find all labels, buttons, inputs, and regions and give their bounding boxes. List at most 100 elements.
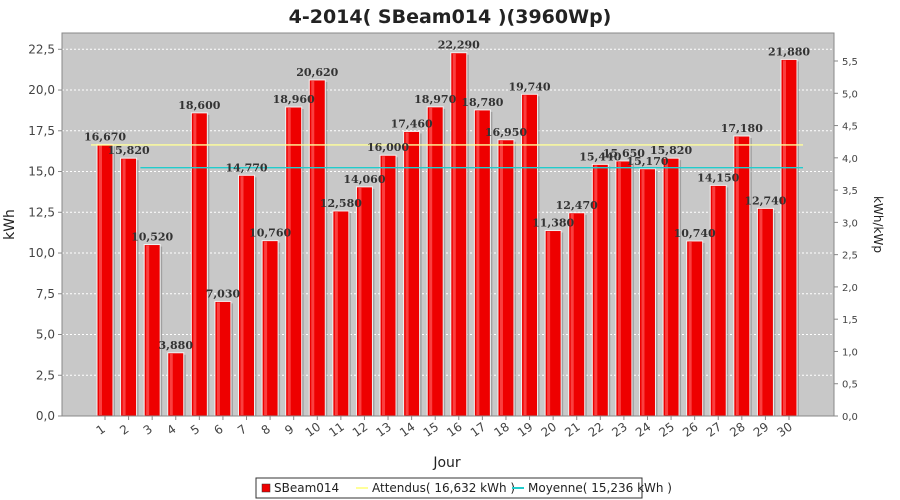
bar-highlight <box>382 156 386 415</box>
bar-highlight <box>429 107 433 416</box>
y-axis: 0,0 2,5 5,0 7,5 10,0 12,5 15,0 17,5 20,0 22,5 <box>28 33 63 423</box>
x-axis: 1 2 3 4 5 6 7 8 9 10 11 12 13 14 15 16 17 18 19 20 21 22 23 24 2… <box>62 415 834 440</box>
data-label: 12,740 <box>744 194 786 207</box>
data-label: 19,740 <box>508 80 550 93</box>
bar-highlight <box>617 161 621 415</box>
legend-entry: SBeam014 <box>274 481 339 495</box>
bar-highlight <box>735 137 739 415</box>
bar-highlight <box>759 209 763 415</box>
x-tick-label: 22 <box>586 420 607 440</box>
x-tick-label: 5 <box>188 422 202 438</box>
bar-highlight <box>688 241 692 415</box>
bar-highlight <box>641 169 645 415</box>
grid <box>62 48 834 376</box>
y2-tick-label: 5,5 <box>842 57 858 68</box>
x-tick-label: 19 <box>515 420 536 440</box>
x-tick-label: 24 <box>633 420 654 440</box>
data-label: 3,880 <box>159 339 194 352</box>
data-label: 16,670 <box>84 130 126 143</box>
data-label: 10,760 <box>249 227 291 240</box>
y-tick-label: 10,0 <box>28 246 55 260</box>
y-tick-label: 5,0 <box>36 328 55 342</box>
legend-entry: Attendus( 16,632 kWh ) <box>372 481 515 495</box>
bar-highlight <box>334 211 338 415</box>
data-label: 12,580 <box>320 197 362 210</box>
bar-highlight <box>452 53 456 415</box>
data-label: 15,650 <box>603 147 645 160</box>
legend-swatch <box>261 483 271 493</box>
bar-highlight <box>405 132 409 415</box>
data-label: 12,470 <box>556 199 598 212</box>
y-tick-label: 20,0 <box>28 83 55 97</box>
bar-highlight <box>240 176 244 415</box>
y-tick-label: 2,5 <box>36 368 55 382</box>
bar-highlight <box>264 241 268 415</box>
y2-tick-label: 0,0 <box>842 412 858 423</box>
bar-highlight <box>570 213 574 415</box>
y2-axis: 0,0 0,5 1,0 1,5 2,0 2,5 3,0 3,5 4,0 4,5 5,0 5,5 <box>833 33 858 423</box>
bar-highlight <box>193 113 197 416</box>
x-tick-label: 6 <box>211 422 225 438</box>
x-tick-label: 30 <box>774 420 795 440</box>
y2-tick-label: 3,0 <box>842 218 858 229</box>
y2-axis-label: kWh/kWp <box>871 196 885 253</box>
bar-highlight <box>122 159 126 415</box>
x-tick-label: 3 <box>141 422 155 438</box>
x-tick-label: 13 <box>373 420 394 440</box>
data-label: 18,960 <box>273 93 315 106</box>
x-tick-label: 4 <box>164 422 178 438</box>
bar-highlight <box>99 145 102 416</box>
y2-tick-label: 2,5 <box>842 251 858 262</box>
bar-highlight <box>547 231 551 415</box>
data-label: 18,780 <box>461 96 503 109</box>
x-tick-label: 1 <box>94 422 108 438</box>
x-tick-label: 18 <box>491 420 512 440</box>
x-tick-label: 16 <box>444 420 465 440</box>
x-tick-label: 25 <box>657 420 678 440</box>
data-label: 17,460 <box>391 117 433 130</box>
y2-tick-label: 0,5 <box>842 380 858 391</box>
data-label: 21,880 <box>768 45 810 58</box>
data-label: 10,740 <box>674 227 716 240</box>
data-label: 15,440 <box>579 150 621 163</box>
y2-tick-label: 4,0 <box>842 154 858 165</box>
x-tick-label: 12 <box>350 420 371 440</box>
value-labels: 16,67015,82010,5203,88018,6007,03014,770… <box>84 39 810 352</box>
data-label: 14,770 <box>225 161 267 174</box>
plot-area <box>61 32 835 417</box>
data-label: 15,170 <box>626 155 668 168</box>
bar-highlight <box>523 95 527 415</box>
bar-highlight <box>358 187 362 415</box>
y-tick-label: 15,0 <box>28 165 55 179</box>
bar-highlight <box>287 107 291 415</box>
x-tick-label: 9 <box>282 422 296 438</box>
legend-entry: Moyenne( 15,236 kWh ) <box>528 481 672 495</box>
bar-highlight <box>476 110 480 415</box>
chart-title: 4-2014( SBeam014 )(3960Wp) <box>289 6 612 28</box>
x-axis-label: Jour <box>432 455 461 471</box>
bar-highlight <box>311 80 315 416</box>
y2-tick-label: 3,5 <box>842 186 858 197</box>
data-label: 7,030 <box>206 287 241 300</box>
x-tick-label: 11 <box>326 420 347 440</box>
x-tick-label: 2 <box>117 422 131 438</box>
x-tick-label: 7 <box>235 422 249 438</box>
x-tick-label: 28 <box>727 420 748 440</box>
data-label: 11,380 <box>532 217 574 230</box>
reference-lines <box>91 144 803 169</box>
data-label: 10,520 <box>131 231 173 244</box>
data-label: 18,600 <box>178 99 220 112</box>
x-tick-label: 26 <box>680 420 701 440</box>
bar-highlight <box>783 60 786 415</box>
y-tick-label: 7,5 <box>36 287 55 301</box>
y-axis-label: kWh <box>2 209 18 240</box>
x-tick-label: 27 <box>704 420 725 440</box>
bar-highlight <box>594 165 598 415</box>
x-tick-label: 15 <box>421 420 442 440</box>
bar-highlight <box>712 186 716 415</box>
data-label: 14,060 <box>343 173 385 186</box>
legend: SBeam014 Attendus( 16,632 kWh ) Moyenne( 1… <box>255 477 672 499</box>
x-tick-label: 10 <box>303 420 324 440</box>
bar-highlight <box>146 245 150 415</box>
